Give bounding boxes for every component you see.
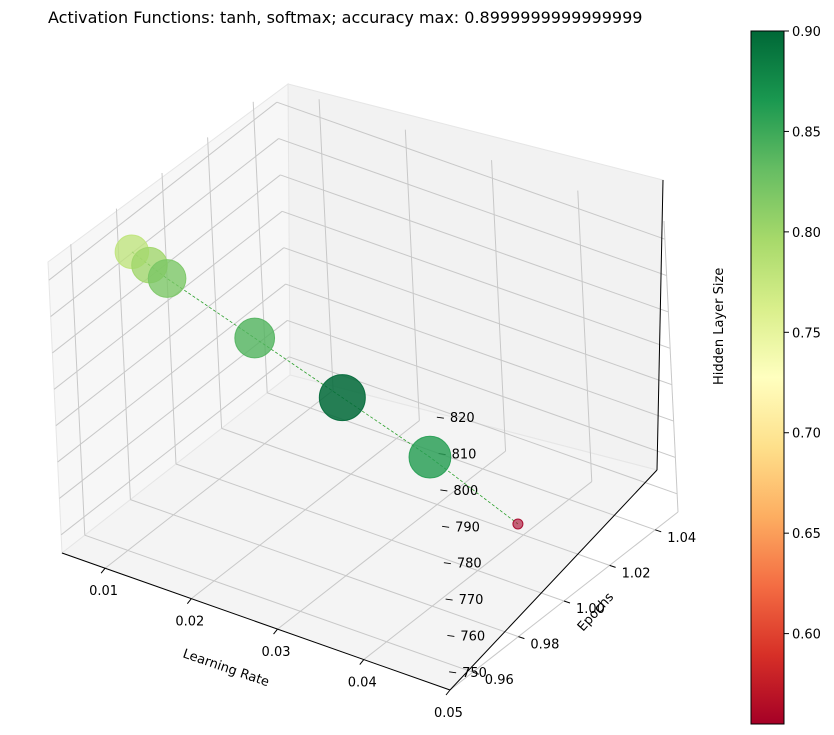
grid-line-z-back bbox=[280, 174, 669, 313]
x-tick-label: 0.03 bbox=[262, 645, 291, 660]
z-tick-mark bbox=[445, 598, 453, 601]
grid-line-z-back bbox=[278, 138, 667, 277]
x-tick-mark bbox=[359, 659, 365, 665]
y-tick-mark bbox=[472, 671, 479, 675]
x-tick-label: 0.05 bbox=[434, 706, 463, 721]
grid-line-z-left bbox=[57, 283, 286, 463]
z-tick-mark bbox=[442, 525, 450, 528]
grid-line-y-left bbox=[161, 172, 177, 465]
z-tick-mark bbox=[447, 634, 455, 637]
x-ticks: 0.01 0.02 0.03 0.04 0.05 bbox=[89, 567, 463, 721]
y-ticks: 0.96 0.98 1.00 1.02 1.04 bbox=[472, 529, 696, 688]
z-tick-label: 820 bbox=[450, 411, 475, 426]
data-point bbox=[234, 317, 276, 359]
grid-line-z-back bbox=[287, 319, 676, 458]
grid-line-z-left bbox=[55, 247, 285, 427]
grid-line-z-back bbox=[276, 101, 666, 240]
grid-line-y-left bbox=[70, 244, 86, 536]
colorbar-tick-label: 0.70 bbox=[792, 427, 821, 442]
colorbar-gradient bbox=[750, 30, 785, 725]
grid-line-z-back bbox=[281, 210, 671, 349]
y-tick-label: 0.98 bbox=[530, 638, 559, 653]
grid-line-z-back bbox=[283, 247, 673, 386]
grid-line-z-left bbox=[48, 101, 278, 281]
grid-line-x-back bbox=[577, 190, 593, 482]
data-series bbox=[114, 234, 524, 530]
grid-line-z-left bbox=[53, 210, 283, 390]
axes-panes bbox=[47, 83, 664, 691]
grid-line-z-left bbox=[50, 138, 279, 317]
y-tick-label: 1.04 bbox=[667, 531, 696, 546]
z-tick-mark bbox=[449, 671, 457, 674]
z-tick-label: 790 bbox=[455, 520, 480, 535]
x-axis-line bbox=[61, 552, 451, 691]
grid-line-z-back bbox=[285, 283, 674, 422]
grid-line-y-floor bbox=[84, 534, 473, 673]
colorbar-tick-label: 0.60 bbox=[792, 628, 821, 643]
z-tick-label: 760 bbox=[460, 629, 485, 644]
x-tick-mark bbox=[445, 689, 451, 696]
z-tick-label: 810 bbox=[452, 448, 477, 463]
grid-line-y-floor bbox=[175, 463, 565, 602]
y-tick-mark bbox=[609, 564, 616, 568]
z-tick-label: 750 bbox=[462, 666, 487, 681]
y-axis-line bbox=[449, 469, 658, 691]
z-axis-line bbox=[656, 179, 664, 471]
chart-title: Activation Functions: tanh, softmax; acc… bbox=[48, 8, 642, 27]
data-point bbox=[512, 518, 524, 530]
colorbar-tick-label: 0.90 bbox=[792, 25, 821, 40]
x-tick-mark bbox=[186, 598, 192, 604]
z-ticks: 750 760 770 780 790 800 810 820 bbox=[436, 411, 487, 681]
y-tick-mark bbox=[655, 529, 662, 533]
x-tick-label: 0.04 bbox=[348, 676, 377, 691]
z-tick-label: 780 bbox=[457, 557, 482, 572]
axis-lines bbox=[61, 179, 664, 691]
y-tick-mark bbox=[518, 636, 525, 640]
z-tick-mark bbox=[440, 489, 448, 492]
grid-line-y-floor bbox=[221, 427, 610, 566]
y-tick-label: 0.96 bbox=[485, 673, 514, 688]
data-point bbox=[318, 374, 366, 422]
colorbar-tick-label: 0.75 bbox=[792, 326, 821, 341]
colorbar-ticks: 0.60 0.65 0.70 0.75 0.80 0.85 0.90 bbox=[784, 25, 821, 643]
grid-line-y-floor bbox=[130, 499, 519, 638]
x-tick-mark bbox=[100, 567, 106, 574]
grid-line-y-left bbox=[207, 137, 223, 429]
colorbar-tick-label: 0.65 bbox=[792, 527, 821, 542]
z-tick-label: 800 bbox=[453, 484, 478, 499]
grid-line-z-left bbox=[60, 356, 290, 536]
y-tick-mark bbox=[563, 600, 571, 604]
grid-line-x-back bbox=[663, 220, 679, 513]
colorbar-tick-label: 0.85 bbox=[792, 125, 821, 140]
grid-line-x-back bbox=[491, 160, 507, 452]
z-axis-label: Hidden Layer Size bbox=[712, 268, 727, 385]
grid-line-x-back bbox=[404, 129, 420, 421]
z-tick-mark bbox=[436, 416, 444, 419]
grid-line-x-back bbox=[318, 99, 334, 391]
y-tick-label: 1.00 bbox=[576, 602, 605, 617]
data-point bbox=[408, 435, 452, 479]
z-tick-label: 770 bbox=[459, 593, 484, 608]
y-tick-label: 1.02 bbox=[622, 566, 651, 581]
z-tick-mark bbox=[443, 562, 451, 565]
colorbar-tick-label: 0.80 bbox=[792, 226, 821, 241]
grid-lines bbox=[48, 99, 679, 691]
x-tick-label: 0.01 bbox=[89, 584, 118, 599]
x-tick-mark bbox=[273, 628, 278, 635]
colorbar: 0.60 0.65 0.70 0.75 0.80 0.85 0.90 bbox=[750, 25, 821, 725]
x-tick-label: 0.02 bbox=[175, 615, 204, 630]
data-point bbox=[147, 259, 187, 298]
x-axis-label: Learning Rate bbox=[181, 647, 271, 691]
